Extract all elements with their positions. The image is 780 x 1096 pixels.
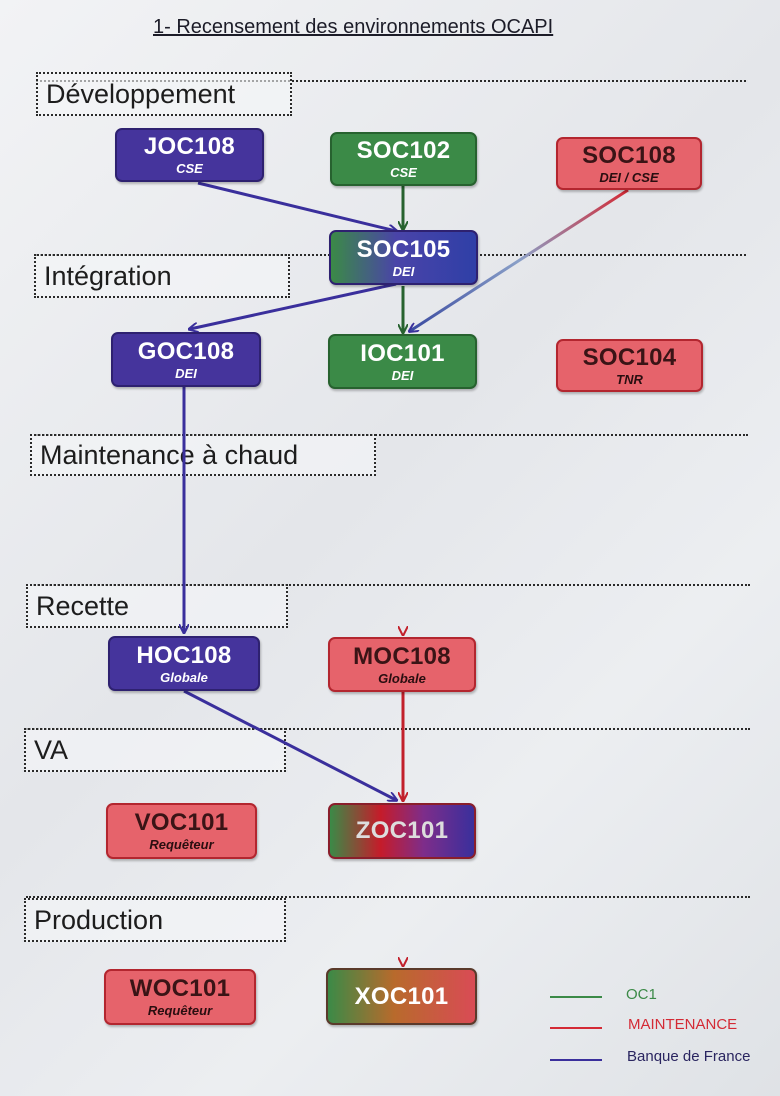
arrow-hoc108-zoc101 — [183, 689, 396, 800]
legend-line-maintenance — [550, 1027, 602, 1029]
separator-line — [26, 896, 750, 898]
node-ioc101: IOC101 DEI — [328, 334, 477, 389]
node-name: JOC108 — [143, 133, 236, 160]
stage-production: Production — [24, 898, 286, 942]
node-name: SOC108 — [582, 141, 676, 169]
separator-line — [36, 80, 746, 82]
stage-integration: Intégration — [34, 254, 290, 298]
node-hoc108: HOC108 Globale — [108, 636, 260, 691]
node-name: IOC101 — [360, 339, 445, 367]
node-name: SOC104 — [582, 343, 677, 371]
node-subtitle: CSE — [390, 165, 417, 180]
node-name: SOC105 — [356, 235, 451, 263]
node-subtitle: TNR — [616, 371, 643, 387]
node-subtitle: Requêteur — [149, 837, 214, 852]
node-subtitle: DEI — [391, 367, 414, 383]
node-subtitle: DEI — [392, 263, 415, 279]
stage-recette: Recette — [26, 584, 288, 628]
arrow-soc108-ioc101 — [410, 188, 629, 331]
arrow-soc105-goc108 — [190, 282, 397, 329]
separator-line — [26, 728, 750, 730]
node-name: VOC101 — [134, 809, 229, 836]
node-subtitle: Requêteur — [147, 1003, 213, 1018]
node-goc108: GOC108 DEI — [111, 332, 261, 387]
legend-label-oc1: OC1 — [626, 986, 657, 1003]
separator-line — [30, 584, 750, 586]
legend-line-banque-de-france — [550, 1059, 602, 1061]
stage-maintenance-a-chaud: Maintenance à chaud — [30, 434, 376, 476]
node-name: GOC108 — [137, 337, 235, 365]
node-name: SOC102 — [356, 137, 451, 164]
legend-label-maintenance: MAINTENANCE — [628, 1016, 738, 1033]
node-joc108: JOC108 CSE — [115, 128, 264, 182]
arrow-joc108-soc105 — [197, 181, 396, 231]
diagram-title: 1- Recensement des environnements OCAPI — [153, 16, 554, 38]
node-name: XOC101 — [354, 982, 449, 1010]
node-subtitle: DEI — [175, 365, 197, 381]
stage-va: VA — [24, 728, 286, 772]
node-soc108: SOC108 DEI / CSE — [556, 137, 702, 190]
node-soc105: SOC105 DEI — [329, 230, 478, 285]
node-soc102: SOC102 CSE — [330, 132, 477, 186]
legend-label-banque-de-france: Banque de France — [627, 1048, 751, 1065]
node-subtitle: Globale — [160, 669, 208, 685]
node-name: WOC101 — [129, 975, 231, 1002]
stage-developpement: Développement — [36, 72, 292, 116]
node-voc101: VOC101 Requêteur — [106, 803, 257, 859]
node-xoc101: XOC101 — [326, 968, 477, 1025]
node-soc104: SOC104 TNR — [556, 339, 703, 392]
node-subtitle: Globale — [378, 670, 426, 686]
node-moc108: MOC108 Globale — [328, 637, 476, 692]
node-subtitle: DEI / CSE — [599, 169, 659, 185]
node-name: HOC108 — [136, 641, 232, 669]
node-name: ZOC101 — [355, 817, 449, 844]
node-subtitle: CSE — [176, 161, 203, 176]
node-name: MOC108 — [353, 642, 451, 670]
legend-line-oc1 — [550, 996, 602, 998]
separator-line — [36, 434, 748, 436]
node-zoc101: ZOC101 — [328, 803, 476, 859]
node-woc101: WOC101 Requêteur — [104, 969, 256, 1025]
